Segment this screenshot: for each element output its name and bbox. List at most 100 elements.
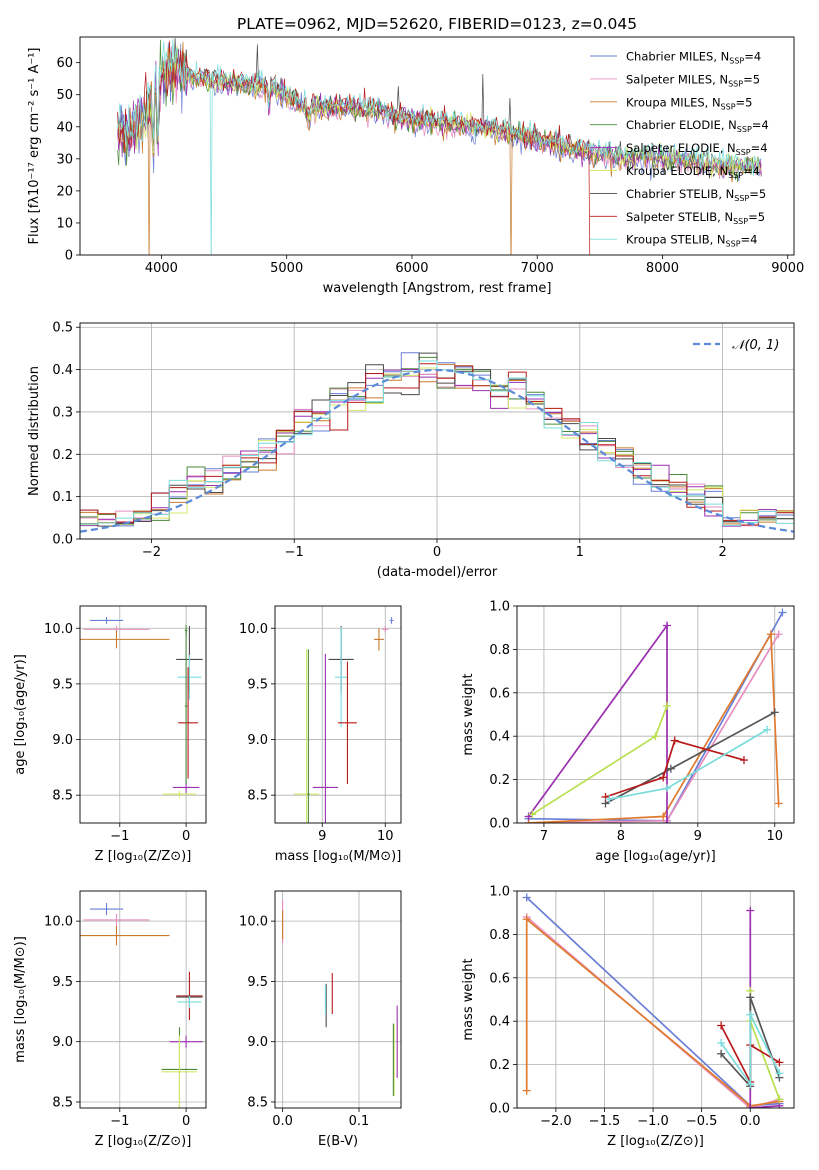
- weight-marker: [717, 1021, 726, 1030]
- weight-marker: [663, 701, 672, 710]
- panel-age_vs_Z: −1 0 8.5 9.0 9.5 10.0 Z [log₁₀(Z/Z⊙)] age [log₁…: [13, 605, 207, 864]
- y-tick-label: 9.0: [247, 733, 268, 748]
- y-tick-label: 8.5: [52, 789, 73, 804]
- plot-area-mass_vs_Z: [80, 903, 203, 1108]
- errorbar-point: [293, 649, 320, 823]
- weight-marker: [766, 630, 775, 639]
- plot-area-weight_vs_age: [524, 608, 787, 823]
- y-axis-label: mass weight: [461, 958, 476, 1040]
- x-tick-label: −1: [110, 1114, 129, 1129]
- weight-line: [528, 612, 784, 822]
- x-tick-label: 8: [617, 829, 625, 844]
- panel-mass_vs_Z: −1 0 8.5 9.0 9.5 10.0 Z [log₁₀(Z/Z⊙)] mass [log…: [13, 890, 207, 1149]
- x-tick-label: −2: [142, 545, 161, 560]
- legend-label: Salpeter ELODIE, NSSP=4: [626, 141, 768, 157]
- y-tick-label: 9.0: [52, 1035, 73, 1050]
- plot-area-age_vs_mass: [293, 617, 394, 823]
- weight-line: [527, 622, 668, 823]
- errorbar-point: [169, 1035, 203, 1048]
- errorbar-point: [162, 790, 197, 798]
- y-tick-label: 0.1: [52, 490, 73, 505]
- weight-marker: [659, 773, 668, 782]
- weight-line: [531, 705, 668, 816]
- plot-area-weight_vs_Z: [522, 893, 784, 1108]
- weight-line: [605, 711, 776, 805]
- y-tick-label: 0.2: [52, 448, 73, 463]
- panel-spectrum: 4000 5000 6000 7000 8000 9000 0 10 20 30 40 50 60 wav…: [27, 36, 804, 296]
- x-axis-label: (data-model)/error: [377, 565, 498, 580]
- x-tick-label: 7: [540, 829, 548, 844]
- plot-area-age_vs_Z: [80, 617, 203, 798]
- x-tick-label: −1.0: [637, 1114, 669, 1129]
- errorbar-point: [161, 1035, 198, 1108]
- errorbar-point: [373, 628, 384, 651]
- weight-marker: [774, 630, 783, 639]
- legend-label: Salpeter STELIB, NSSP=5: [626, 210, 765, 226]
- errorbar-point: [83, 913, 150, 926]
- weight-marker: [763, 725, 772, 734]
- x-axis-label: Z [log₁₀(Z/Z⊙)]: [607, 1134, 704, 1149]
- normal-curve: [80, 368, 794, 533]
- weight-line: [605, 739, 745, 798]
- y-tick-label: 0.0: [489, 817, 510, 832]
- legend-label: Chabrier ELODIE, NSSP=4: [626, 118, 769, 134]
- y-tick-label: 20: [56, 184, 73, 199]
- y-tick-label: 9.5: [52, 975, 73, 990]
- weight-marker: [522, 1086, 531, 1095]
- y-tick-label: 0.2: [489, 773, 510, 788]
- weight-marker: [775, 1058, 784, 1067]
- y-tick-label: 10.0: [44, 915, 73, 930]
- y-tick-label: 0.0: [489, 1102, 510, 1117]
- weight-marker: [663, 621, 672, 630]
- x-tick-label: 0: [433, 545, 441, 560]
- x-tick-label: 0.0: [272, 1114, 293, 1129]
- y-tick-label: 0.3: [52, 405, 73, 420]
- weight-line: [528, 631, 780, 823]
- y-tick-label: 0.8: [489, 928, 510, 943]
- errorbar-point: [312, 653, 338, 823]
- weight-marker: [746, 1080, 755, 1089]
- weight-line: [720, 1014, 781, 1087]
- y-tick-label: 40: [56, 120, 73, 135]
- legend-label: Kroupa STELIB, NSSP=4: [626, 233, 757, 249]
- y-tick-label: 50: [56, 88, 73, 103]
- weight-marker: [663, 819, 672, 823]
- panel-age_vs_mass: 9 10 8.5 9.0 9.5 10.0 mass [log₁₀(M/M⊙)]: [239, 605, 402, 864]
- y-tick-label: 0.6: [489, 971, 510, 986]
- plot-area-spectrum: [117, 37, 762, 255]
- weight-marker: [746, 993, 755, 1002]
- legend-label: Salpeter MILES, NSSP=5: [626, 72, 760, 88]
- legend: Chabrier MILES, NSSP=4 Salpeter MILES, NS…: [590, 50, 769, 249]
- y-tick-label: 0.4: [52, 363, 73, 378]
- plot-area-mass_vs_EBV: [282, 899, 398, 1096]
- x-tick-label: 6000: [395, 261, 428, 276]
- errorbar-point: [80, 630, 170, 649]
- y-axis-label: mass [log₁₀(M/M⊙)]: [13, 936, 28, 1063]
- panel-weight_vs_age: 7 8 9 10 0.0 0.2 0.4 0.6 0.8 1.0 age [log₁₀(age/yr…: [461, 600, 795, 864]
- x-axis-label: wavelength [Angstrom, rest frame]: [323, 281, 552, 296]
- legend-label: Kroupa MILES, NSSP=5: [626, 95, 752, 111]
- y-tick-label: 1.0: [489, 600, 510, 615]
- weight-marker: [666, 764, 675, 773]
- axes-frame: [516, 605, 795, 824]
- legend-label: Chabrier MILES, NSSP=4: [626, 50, 761, 66]
- weight-marker: [746, 906, 755, 915]
- errorbar-point: [89, 903, 124, 916]
- y-axis-label: age [log₁₀(age/yr)]: [13, 654, 28, 775]
- y-tick-label: 0: [65, 249, 73, 264]
- legend-label: Kroupa ELODIE, NSSP=4: [626, 164, 760, 180]
- weight-marker: [774, 799, 783, 808]
- axes-frame: [79, 36, 795, 256]
- weight-line: [528, 633, 780, 823]
- x-tick-label: 0.1: [349, 1114, 370, 1129]
- y-tick-label: 0.2: [489, 1058, 510, 1073]
- x-tick-label: −1.5: [589, 1114, 621, 1129]
- y-tick-label: 0.8: [489, 643, 510, 658]
- x-tick-label: 1: [576, 545, 584, 560]
- y-tick-label: 10.0: [44, 622, 73, 637]
- x-tick-label: 9000: [771, 261, 804, 276]
- plot-area-residuals: [80, 352, 794, 533]
- weight-marker: [746, 1104, 755, 1108]
- x-axis-label: Z [log₁₀(Z/Z⊙)]: [95, 1134, 192, 1149]
